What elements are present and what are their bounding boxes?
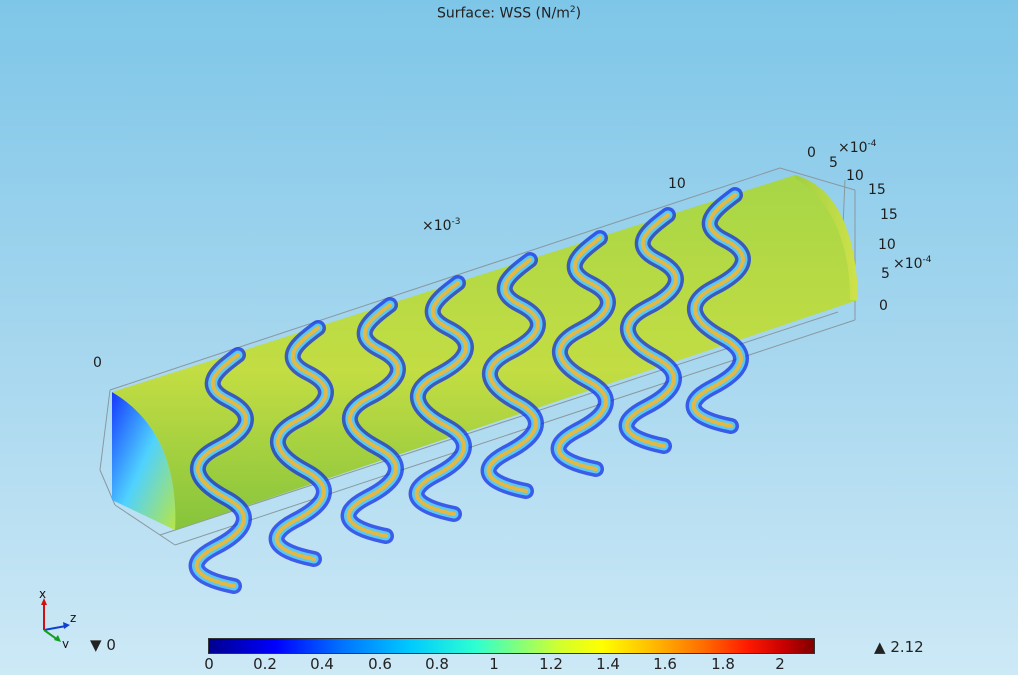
long-axis-tick-0: 0 (93, 355, 102, 371)
colorbar-tick: 1.4 (596, 655, 620, 673)
height-axis-tick-15: 15 (880, 207, 898, 223)
depth-axis-tick-10: 10 (846, 168, 864, 184)
height-axis-tick-5: 5 (881, 266, 890, 282)
colorbar-tick: 2 (775, 655, 785, 673)
depth-axis-tick-5: 5 (829, 155, 838, 171)
colorbar-tick: 0.2 (253, 655, 277, 673)
plot-title: Surface: WSS (N/m2) (0, 5, 1018, 22)
plot-title-text: Surface: WSS (N/m (436, 5, 570, 22)
colorbar-tick: 0.6 (368, 655, 392, 673)
height-axis-tick-0: 0 (879, 298, 888, 314)
legend-max-value: 2.12 (890, 638, 924, 656)
triad-y-label: y (62, 637, 69, 648)
min-marker-icon: ▼ (90, 636, 102, 654)
colorbar-tick: 1.6 (653, 655, 677, 673)
height-axis-exponent-label: ×10-4 (893, 255, 932, 272)
legend-max: ▲ 2.12 (874, 638, 924, 656)
triad-x-label: x (39, 588, 46, 601)
axis-triad: x z y (39, 588, 76, 648)
plot-title-close: ) (575, 5, 582, 22)
depth-axis-tick-0: 0 (807, 145, 816, 161)
long-axis-tick-10: 10 (668, 176, 686, 192)
triad-z-label: z (70, 611, 76, 625)
legend-min-value: 0 (106, 636, 116, 654)
colorbar-tick: 0 (204, 655, 214, 673)
long-axis-exponent-label: ×10-3 (422, 217, 461, 234)
legend-min: ▼ 0 (90, 636, 116, 654)
colorbar-tick: 1 (489, 655, 499, 673)
inlet-cap (112, 392, 176, 530)
max-marker-icon: ▲ (874, 638, 886, 656)
height-axis-tick-10: 10 (878, 237, 896, 253)
colorbar-tick: 0.4 (310, 655, 334, 673)
colorbar-tick: 0.8 (425, 655, 449, 673)
axis-labels: 0 10 ×10-3 0 5 10 15 ×10-4 15 10 5 0 ×10… (93, 139, 932, 371)
depth-axis-tick-15: 15 (868, 182, 886, 198)
outlet-cap (795, 175, 858, 300)
colorbar-tick: 1.8 (711, 655, 735, 673)
plot-title-unit-exponent: 2 (569, 5, 576, 15)
colorbar-tick: 1.2 (539, 655, 563, 673)
depth-axis-exponent-label: ×10-4 (838, 139, 877, 156)
color-legend-bar (208, 638, 815, 654)
